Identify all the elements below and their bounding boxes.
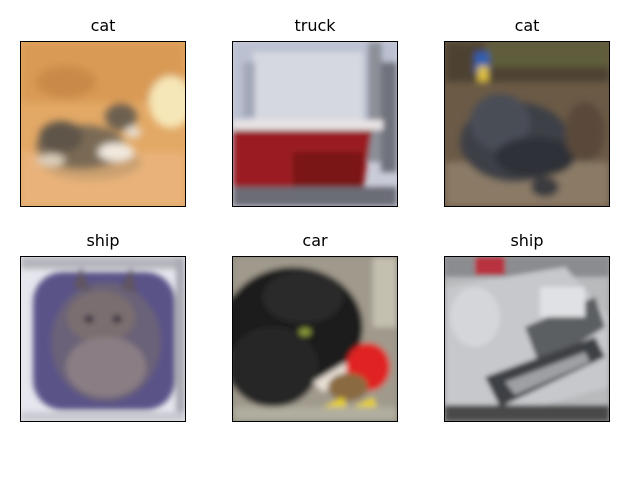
panel-6-title: ship <box>510 231 544 250</box>
panel-6-image <box>444 256 610 422</box>
panel-2-title: truck <box>294 16 336 35</box>
panel-4-title: ship <box>86 231 120 250</box>
framed-cat-photo <box>21 257 185 421</box>
black-cat-photo <box>233 257 397 421</box>
panel-1-title: cat <box>90 16 116 35</box>
red-hull-photo <box>233 42 397 206</box>
dark-bird-photo <box>445 42 609 206</box>
panel-3-title: cat <box>514 16 540 35</box>
kitten-photo <box>21 42 185 206</box>
panel-1-image <box>20 41 186 207</box>
silver-car-photo <box>445 257 609 421</box>
panel-5-title: car <box>302 231 328 250</box>
panel-4-image <box>20 256 186 422</box>
panel-3-image <box>444 41 610 207</box>
panel-5-image <box>232 256 398 422</box>
panel-2-image <box>232 41 398 207</box>
